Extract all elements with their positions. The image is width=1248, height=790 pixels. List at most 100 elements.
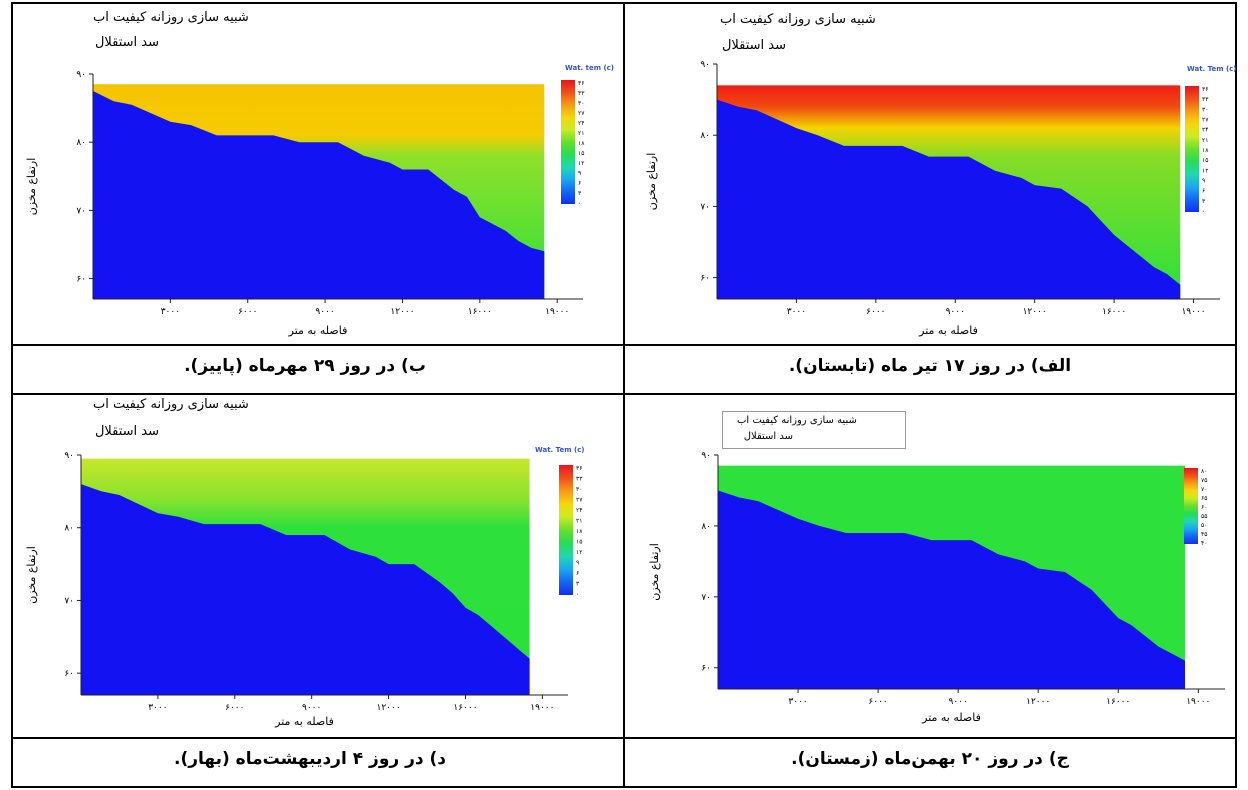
y-axis-label: ارتفاع مخزن bbox=[648, 543, 661, 601]
x-tick-label: ۱۹۰۰۰ bbox=[1186, 697, 1210, 707]
y-tick-label: ۸۰ bbox=[701, 522, 711, 532]
legend-tick-label: ۰ bbox=[576, 591, 579, 598]
caption-autumn: ب) در روز ۲۹ مهرماه (پاییز). bbox=[184, 356, 426, 376]
legend-tick-label: ۲۱ bbox=[578, 130, 584, 137]
y-tick-label: ۸۰ bbox=[76, 138, 86, 148]
x-tick-label: ۱۹۰۰۰ bbox=[1181, 307, 1205, 317]
x-axis-label: فاصله به متر bbox=[288, 324, 348, 337]
legend-tick-label: ۱۸ bbox=[1202, 147, 1209, 154]
legend-tick-label: ۳۳ bbox=[1202, 96, 1209, 103]
legend-tick-label: ۳۰ bbox=[578, 100, 584, 107]
legend-tick-label: ۲۴ bbox=[578, 120, 584, 127]
legend-title: Wat. tem (c) bbox=[565, 64, 615, 72]
x-tick-label: ۶۰۰۰ bbox=[225, 703, 244, 713]
legend-tick-label: ۱۲ bbox=[576, 549, 582, 556]
legend-tick-label: ۳ bbox=[578, 190, 582, 197]
legend-tick-label: ۳۰ bbox=[1202, 106, 1208, 113]
legend-tick-label: ۴۵ bbox=[1201, 531, 1207, 538]
legend-tick-label: ۶۰ bbox=[1201, 504, 1207, 511]
x-tick-label: ۶۰۰۰ bbox=[866, 307, 885, 317]
y-tick-label: ۸۰ bbox=[64, 524, 74, 534]
x-axis-label: فاصله به متر bbox=[918, 324, 978, 337]
chart-subtitle: سد استقلال bbox=[94, 424, 159, 439]
x-tick-label: ۳۰۰۰ bbox=[161, 307, 180, 317]
legend-tick-label: ۲۴ bbox=[576, 507, 582, 514]
legend-tick-label: ۱۵ bbox=[576, 539, 582, 546]
x-tick-label: ۳۰۰۰ bbox=[787, 307, 806, 317]
y-tick-label: ۷۰ bbox=[76, 206, 86, 216]
legend-tick-label: ۲۱ bbox=[576, 518, 582, 525]
x-tick-label: ۹۰۰۰ bbox=[946, 307, 965, 317]
chart-title-box bbox=[722, 411, 906, 449]
chart-panel-summer: ۶۰ ۷۰ ۸۰ ۹۰ ۳۰۰۰ ۶۰۰۰ ۹۰۰۰ ۱۲۰۰۰ ۱۶۰۰۰ ۱۹۰۰۰ فاصله… bbox=[625, 4, 1237, 344]
chart-subtitle: سد استقلال bbox=[94, 35, 159, 50]
legend-tick-label: ۲۷ bbox=[1202, 117, 1209, 124]
y-tick-label: ۷۰ bbox=[700, 202, 710, 212]
chart-title: شبیه سازی روزانه کیفیت اب bbox=[720, 12, 876, 27]
chart-panel-spring: ۶۰ ۷۰ ۸۰ ۹۰ ۳۰۰۰ ۶۰۰۰ ۹۰۰۰ ۱۲۰۰۰ ۱۶۰۰۰ ۱۹۰۰۰ فاصله… bbox=[13, 395, 623, 737]
y-tick-label: ۹۰ bbox=[700, 60, 710, 70]
caption-winter: ج) در روز ۲۰ بهمن‌ماه (زمستان). bbox=[791, 749, 1069, 769]
x-tick-label: ۳۰۰۰ bbox=[148, 703, 167, 713]
legend-tick-label: ۴۰ bbox=[1201, 540, 1207, 547]
legend-tick-label: ۸۰ bbox=[1201, 468, 1207, 475]
x-tick-label: ۱۶۰۰۰ bbox=[1106, 697, 1130, 707]
y-tick-label: ۷۰ bbox=[701, 593, 711, 603]
legend-tick-label: ۶ bbox=[576, 570, 579, 577]
x-axis-label: فاصله به متر bbox=[921, 711, 981, 724]
legend-tick-label: ۳ bbox=[576, 581, 580, 588]
table-border-right bbox=[1235, 2, 1237, 788]
legend-tick-label: ۹ bbox=[576, 560, 579, 567]
reservoir-bed bbox=[81, 484, 530, 695]
y-axis-label: ارتفاع مخزن bbox=[25, 546, 38, 604]
legend-tick-label: ۳ bbox=[1202, 198, 1206, 205]
x-tick-label: ۱۹۰۰۰ bbox=[530, 703, 554, 713]
x-tick-label: ۱۲۰۰۰ bbox=[390, 307, 414, 317]
caption-summer: الف) در روز ۱۷ تیر ماه (تابستان). bbox=[788, 356, 1072, 376]
legend-tick-label: ۱۲ bbox=[578, 160, 584, 167]
legend-tick-label: ۹ bbox=[578, 170, 581, 177]
legend-tick-label: ۲۷ bbox=[576, 497, 583, 504]
legend-tick-label: ۰ bbox=[1202, 208, 1205, 215]
reservoir-bed bbox=[718, 490, 1185, 689]
y-tick-label: ۶۰ bbox=[64, 669, 74, 679]
legend-tick-label: ۱۵ bbox=[1202, 157, 1208, 164]
x-tick-label: ۶۰۰۰ bbox=[238, 307, 257, 317]
legend-tick-label: ۳۳ bbox=[578, 90, 585, 97]
table-border-left bbox=[11, 2, 13, 788]
legend-tick-label: ۳۶ bbox=[1202, 86, 1208, 93]
legend-tick-label: ۳۶ bbox=[578, 80, 584, 87]
reservoir-bed bbox=[93, 91, 545, 299]
legend-tick-label: ۱۸ bbox=[578, 140, 585, 147]
legend-tick-label: ۵۰ bbox=[1201, 522, 1207, 529]
x-tick-label: ۶۰۰۰ bbox=[868, 697, 887, 707]
chart-title: شبیه سازی روزانه کیفیت اب bbox=[737, 415, 857, 426]
legend-tick-label: ۶ bbox=[578, 180, 581, 187]
chart-svg-winter: ۶۰ ۷۰ ۸۰ ۹۰ ۳۰۰۰ ۶۰۰۰ ۹۰۰۰ ۱۲۰۰۰ ۱۶۰۰۰ ۱۹۰۰۰ فاصله… bbox=[648, 451, 1225, 724]
legend-tick-label: ۷۰ bbox=[1201, 486, 1207, 493]
legend-tick-label: ۳۰ bbox=[576, 486, 582, 493]
y-tick-label: ۷۰ bbox=[64, 596, 74, 606]
y-axis-label: ارتفاع مخزن bbox=[25, 158, 38, 216]
x-tick-label: ۱۲۰۰۰ bbox=[376, 703, 400, 713]
legend-tick-label: ۶ bbox=[1202, 188, 1205, 195]
x-tick-label: ۹۰۰۰ bbox=[315, 307, 334, 317]
x-tick-label: ۱۶۰۰۰ bbox=[453, 703, 477, 713]
chart-subtitle: سد استقلال bbox=[721, 38, 786, 53]
x-tick-label: ۹۰۰۰ bbox=[948, 697, 967, 707]
legend-tick-label: ۱۵ bbox=[578, 150, 584, 157]
y-tick-label: ۹۰ bbox=[64, 451, 74, 461]
x-tick-label: ۱۶۰۰۰ bbox=[468, 307, 492, 317]
chart-title: شبیه سازی روزانه کیفیت اب bbox=[93, 397, 249, 412]
legend-tick-label: ۲۴ bbox=[1202, 127, 1208, 134]
legend-tick-label: ۵۵ bbox=[1201, 513, 1207, 520]
y-tick-label: ۸۰ bbox=[700, 131, 710, 141]
x-tick-label: ۳۰۰۰ bbox=[788, 697, 807, 707]
chart-panel-winter: ۶۰ ۷۰ ۸۰ ۹۰ ۳۰۰۰ ۶۰۰۰ ۹۰۰۰ ۱۲۰۰۰ ۱۶۰۰۰ ۱۹۰۰۰ فاصله… bbox=[625, 395, 1235, 737]
chart-title: شبیه سازی روزانه کیفیت اب bbox=[93, 10, 249, 25]
legend-title: Wat. Tem (c) bbox=[1187, 65, 1237, 73]
legend-tick-label: ۰ bbox=[578, 200, 581, 207]
